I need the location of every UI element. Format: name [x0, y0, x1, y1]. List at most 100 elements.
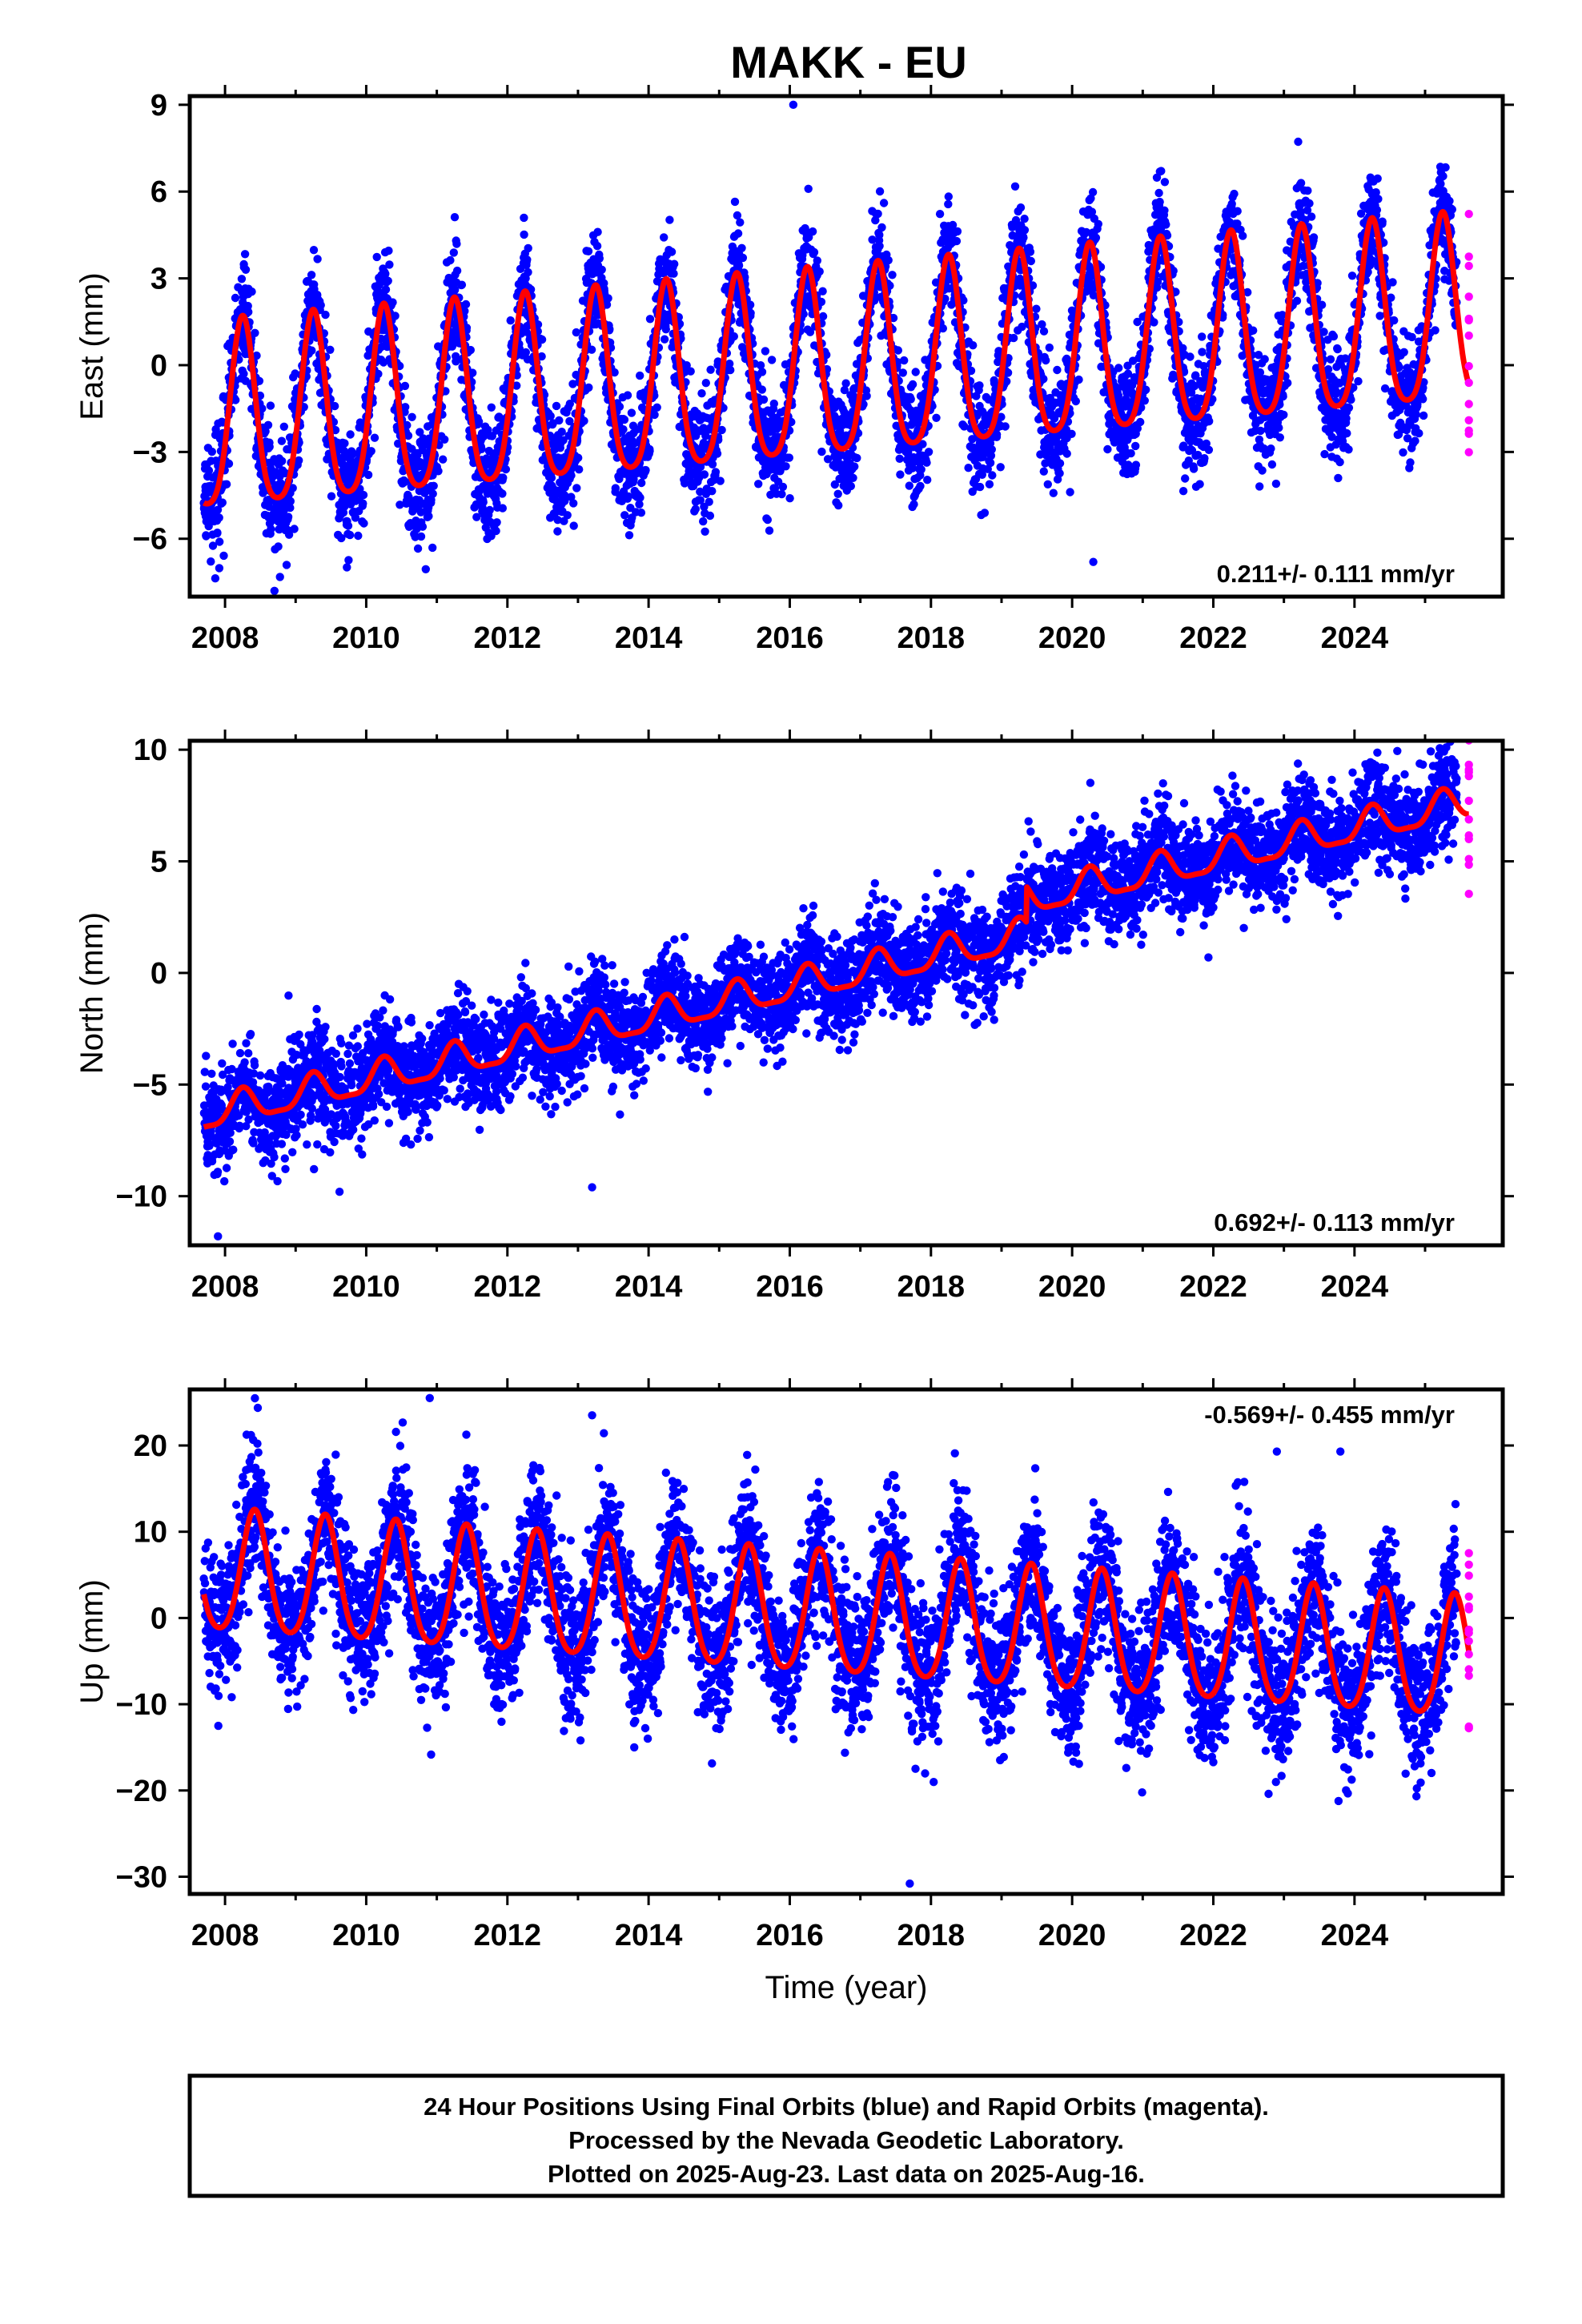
final-point [924, 448, 934, 456]
final-point [255, 376, 264, 385]
final-point [1162, 220, 1170, 229]
final-point [833, 489, 842, 498]
final-point [623, 391, 632, 400]
final-point [879, 199, 889, 207]
final-point [620, 511, 629, 520]
final-point [252, 351, 261, 360]
final-point [321, 310, 330, 320]
final-point [1292, 296, 1302, 305]
final-point [813, 256, 821, 265]
final-point [424, 512, 433, 521]
final-point [1009, 333, 1018, 343]
final-point [413, 544, 423, 553]
final-point [520, 213, 528, 223]
final-point [778, 482, 788, 492]
final-point [817, 297, 826, 307]
final-point [279, 422, 288, 431]
final-point [222, 480, 231, 489]
final-point [988, 471, 997, 480]
final-point [278, 456, 287, 465]
final-point [309, 246, 319, 255]
final-point [408, 412, 416, 421]
final-point [383, 276, 392, 285]
final-point [1255, 482, 1264, 491]
final-point [466, 345, 475, 355]
final-point [1053, 365, 1062, 375]
final-point [888, 271, 897, 279]
final-point [224, 459, 234, 468]
final-point [391, 312, 400, 320]
final-point [935, 210, 945, 219]
final-point [716, 476, 725, 485]
final-point [645, 315, 655, 324]
final-point [1178, 487, 1188, 496]
final-point [400, 381, 410, 391]
final-point [1126, 448, 1135, 458]
final-point [343, 563, 351, 572]
final-point [207, 557, 215, 566]
final-point [424, 440, 433, 450]
final-point [546, 412, 555, 420]
final-point [846, 481, 856, 491]
final-point [266, 401, 275, 410]
final-point [986, 458, 995, 468]
final-point [388, 298, 397, 307]
final-point [439, 455, 448, 464]
final-point [953, 227, 962, 236]
final-point [215, 564, 224, 573]
final-point [574, 453, 583, 462]
final-point [906, 395, 915, 404]
final-point [1200, 454, 1209, 463]
final-point [669, 269, 678, 278]
final-point [251, 328, 259, 337]
final-point [733, 229, 743, 238]
final-point [738, 253, 748, 263]
final-point [394, 439, 403, 448]
final-point [777, 489, 786, 499]
final-point [1094, 219, 1103, 228]
final-point [384, 246, 393, 255]
final-point [1131, 441, 1140, 451]
final-point [708, 487, 717, 496]
final-point [367, 447, 375, 456]
final-point [359, 490, 368, 500]
final-point [263, 420, 273, 429]
final-point [587, 345, 596, 354]
final-point [1279, 410, 1288, 420]
final-point [428, 489, 437, 498]
final-point [645, 447, 654, 456]
final-point [343, 521, 353, 530]
final-point [213, 529, 222, 537]
final-point [905, 481, 914, 490]
final-point [652, 403, 661, 412]
final-point [313, 255, 322, 263]
final-point [403, 420, 412, 430]
final-point [450, 213, 460, 222]
final-point [701, 527, 709, 536]
final-point [896, 470, 905, 479]
final-point [575, 465, 584, 474]
final-point [952, 236, 962, 246]
final-point [875, 242, 884, 251]
east-final-orbit-points [199, 100, 1461, 595]
final-point [452, 357, 460, 366]
final-point [667, 247, 677, 256]
final-point [593, 227, 602, 236]
final-point [1026, 247, 1035, 256]
final-point [853, 453, 861, 463]
final-point [218, 498, 227, 507]
final-point [700, 470, 709, 479]
final-point [359, 499, 367, 508]
final-point [1186, 352, 1195, 361]
final-point [818, 287, 827, 296]
final-point [499, 473, 508, 482]
final-point [895, 454, 904, 463]
final-point [1275, 424, 1283, 432]
final-point [265, 442, 274, 452]
final-point [472, 513, 481, 521]
final-point [1045, 343, 1054, 352]
final-point [917, 465, 926, 474]
final-point [985, 480, 994, 489]
